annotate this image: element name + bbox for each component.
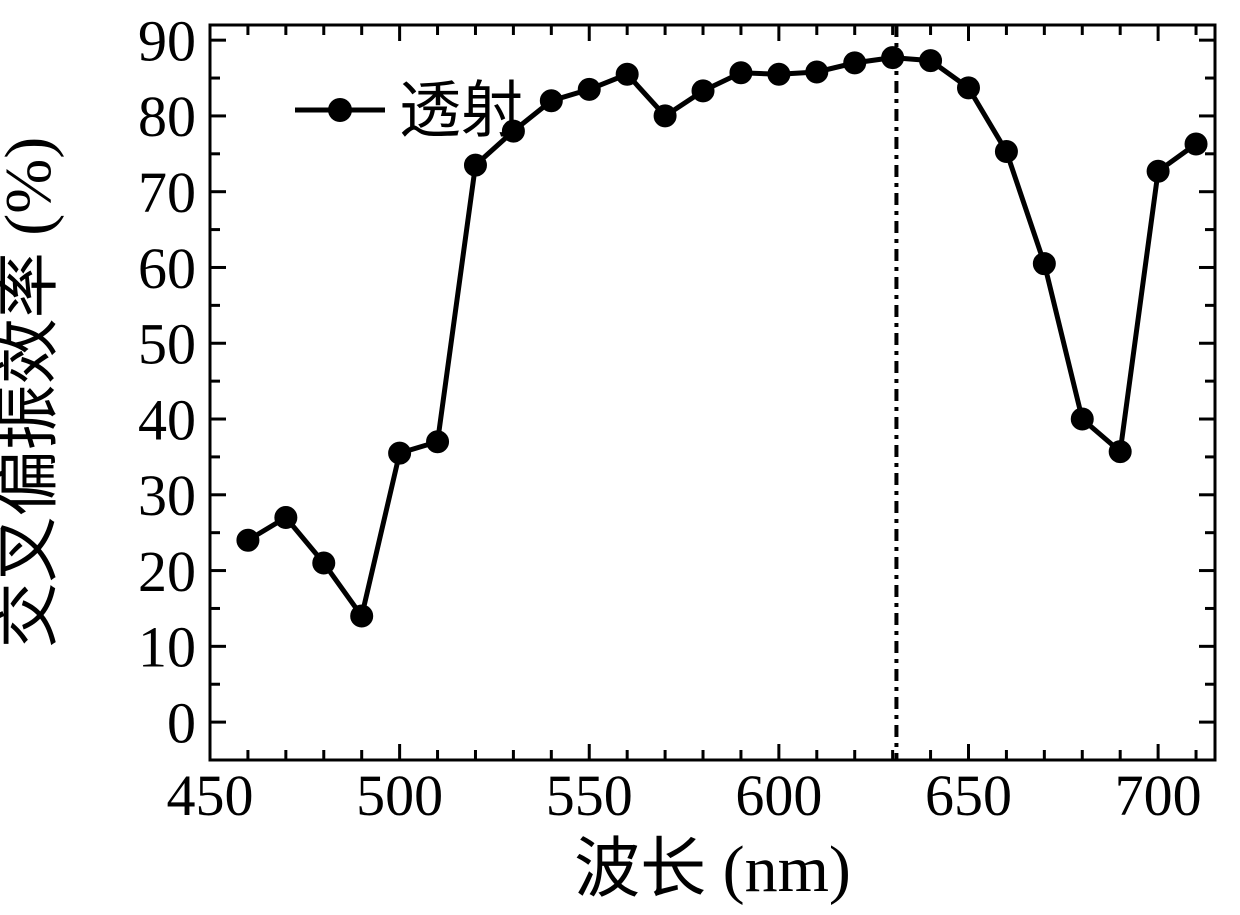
y-tick-label: 30: [138, 463, 196, 528]
data-marker: [806, 61, 828, 83]
data-marker: [616, 63, 638, 85]
data-marker: [351, 605, 373, 627]
legend-marker: [328, 98, 352, 122]
data-marker: [1185, 133, 1207, 155]
data-marker: [1071, 408, 1093, 430]
y-tick-label: 60: [138, 236, 196, 301]
data-marker: [275, 507, 297, 529]
legend-label: 透射: [399, 78, 523, 146]
chart-container: 450 500 550 600 650 700 0 10 20 30 40 50 60 70 80 90 透射波…: [0, 0, 1240, 915]
y-tick-label: 10: [138, 615, 196, 680]
x-axis-label: 波长 (nm): [574, 833, 851, 906]
x-tick-label: 650: [925, 763, 1012, 828]
x-tick-label: 700: [1115, 763, 1202, 828]
data-marker: [920, 50, 942, 72]
data-marker: [237, 529, 259, 551]
data-marker: [464, 154, 486, 176]
chart-svg: 450 500 550 600 650 700 0 10 20 30 40 50 60 70 80 90 透射波…: [0, 0, 1240, 915]
data-marker: [692, 80, 714, 102]
data-marker: [882, 47, 904, 69]
data-marker: [1147, 160, 1169, 182]
data-marker: [768, 63, 790, 85]
y-tick-label: 0: [167, 690, 196, 755]
x-tick-label: 450: [167, 763, 254, 828]
data-marker: [578, 78, 600, 100]
data-marker: [313, 552, 335, 574]
x-tick-label: 550: [546, 763, 633, 828]
data-marker: [1109, 441, 1131, 463]
plot-frame: [210, 25, 1215, 760]
data-marker: [957, 77, 979, 99]
data-marker: [427, 431, 449, 453]
data-line: [248, 58, 1196, 616]
y-tick-label: 20: [138, 539, 196, 604]
data-marker: [540, 90, 562, 112]
y-tick-label: 50: [138, 312, 196, 377]
data-marker: [1033, 253, 1055, 275]
data-marker: [654, 105, 676, 127]
data-marker: [389, 442, 411, 464]
y-tick-label: 80: [138, 84, 196, 149]
y-tick-label: 40: [138, 387, 196, 452]
data-marker: [844, 52, 866, 74]
x-tick-label: 500: [356, 763, 443, 828]
y-axis-label: 交叉偏振效率 (%): [0, 137, 65, 648]
y-tick-label: 70: [138, 160, 196, 225]
y-tick-label: 90: [138, 8, 196, 73]
x-tick-label: 600: [735, 763, 822, 828]
data-marker: [995, 141, 1017, 163]
data-marker: [730, 62, 752, 84]
